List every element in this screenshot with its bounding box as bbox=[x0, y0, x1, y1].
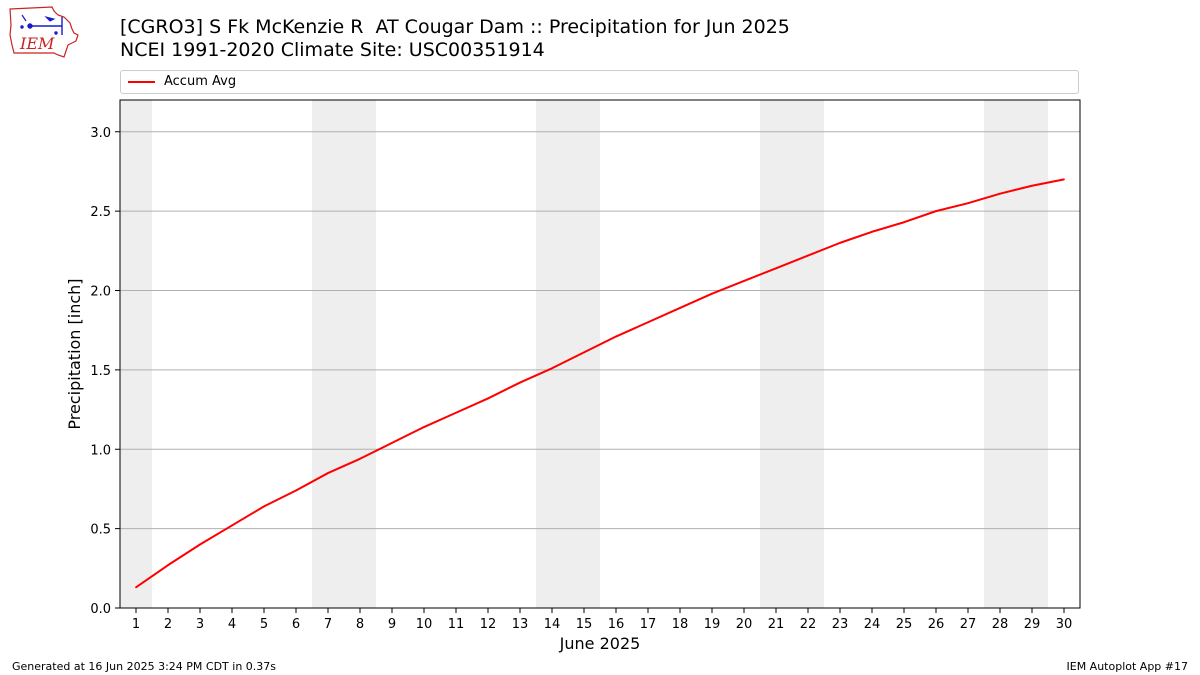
x-axis-label: June 2025 bbox=[559, 634, 641, 653]
data-point-day-27 bbox=[967, 202, 969, 205]
data-point-day-22 bbox=[807, 254, 809, 257]
data-point-day-29 bbox=[1031, 184, 1033, 187]
logo-text: IEM bbox=[19, 34, 55, 53]
chart-title-line1: [CGRO3] S Fk McKenzie R AT Cougar Dam ::… bbox=[120, 16, 790, 38]
data-point-day-23 bbox=[839, 241, 841, 244]
app-credit: IEM Autoplot App #17 bbox=[1066, 660, 1189, 673]
x-tick-label-16: 16 bbox=[608, 617, 625, 632]
x-tick-label-29: 29 bbox=[1024, 617, 1041, 632]
data-point-day-24 bbox=[871, 230, 873, 233]
x-tick-label-22: 22 bbox=[800, 617, 817, 632]
data-point-day-2 bbox=[167, 564, 169, 567]
x-tick-label-23: 23 bbox=[832, 617, 849, 632]
x-tick-label-5: 5 bbox=[260, 617, 268, 632]
data-point-day-10 bbox=[423, 426, 425, 428]
x-tick-label-9: 9 bbox=[388, 617, 396, 632]
x-tick-label-3: 3 bbox=[196, 617, 204, 632]
weekend-band-28 bbox=[984, 100, 1016, 608]
data-point-day-3 bbox=[199, 543, 201, 546]
series-layer bbox=[135, 178, 1065, 589]
y-tick-label-5: 2.5 bbox=[90, 205, 111, 220]
data-point-day-1 bbox=[135, 586, 137, 589]
x-tick-label-6: 6 bbox=[292, 617, 300, 632]
weekend-band-21 bbox=[760, 100, 792, 608]
weather-station-icon bbox=[20, 14, 63, 35]
chart-legend: Accum Avg bbox=[120, 70, 1079, 94]
x-tick-label-21: 21 bbox=[768, 617, 785, 632]
data-point-day-9 bbox=[391, 442, 393, 444]
data-point-day-30 bbox=[1063, 178, 1065, 181]
x-tick-label-13: 13 bbox=[512, 617, 529, 632]
plot-frame bbox=[119, 99, 1081, 609]
data-point-day-11 bbox=[455, 411, 457, 414]
legend-swatch-accum-avg bbox=[128, 81, 155, 83]
x-tick-label-20: 20 bbox=[736, 617, 753, 632]
y-tick-label-0: 0.0 bbox=[90, 602, 111, 617]
y-axis-ticks: 0.0 0.5 1.0 1.5 2.0 2.5 3.0 bbox=[90, 126, 120, 617]
x-tick-label-25: 25 bbox=[896, 617, 913, 632]
generated-timestamp: Generated at 16 Jun 2025 3:24 PM CDT in … bbox=[12, 660, 277, 673]
x-tick-label-4: 4 bbox=[228, 617, 236, 632]
x-tick-label-11: 11 bbox=[448, 617, 465, 632]
data-point-day-25 bbox=[903, 221, 905, 224]
x-tick-label-10: 10 bbox=[416, 617, 433, 632]
data-point-day-16 bbox=[615, 335, 617, 338]
data-point-day-18 bbox=[679, 307, 681, 309]
data-point-day-15 bbox=[583, 351, 585, 354]
x-tick-label-27: 27 bbox=[960, 617, 977, 632]
data-point-day-4 bbox=[231, 524, 233, 527]
weekend-band-7 bbox=[312, 100, 344, 608]
x-tick-label-14: 14 bbox=[544, 617, 561, 632]
data-point-day-8 bbox=[359, 457, 361, 460]
weekend-band-15 bbox=[568, 100, 600, 608]
data-point-day-19 bbox=[711, 292, 713, 295]
x-tick-label-7: 7 bbox=[324, 617, 332, 632]
weekend-band-14 bbox=[536, 100, 568, 608]
x-axis-ticks: 1 2 3 4 5 6 7 8 9 10 11 12 13 14 15 16 17 18 19 20 21 22 23 24 2… bbox=[132, 608, 1072, 632]
iem-logo: IEM bbox=[9, 6, 79, 58]
y-axis-label: Precipitation [inch] bbox=[65, 278, 84, 429]
x-tick-label-24: 24 bbox=[864, 617, 881, 632]
x-tick-label-2: 2 bbox=[164, 617, 172, 632]
data-point-day-26 bbox=[935, 210, 937, 213]
weekend-band-8 bbox=[344, 100, 376, 608]
x-tick-label-12: 12 bbox=[480, 617, 497, 632]
y-tick-label-2: 1.0 bbox=[90, 443, 111, 458]
chart-title-line2: NCEI 1991-2020 Climate Site: USC00351914 bbox=[120, 39, 545, 61]
weekend-band-22 bbox=[792, 100, 824, 608]
data-point-day-13 bbox=[519, 381, 521, 384]
data-point-day-28 bbox=[999, 192, 1001, 195]
data-point-day-12 bbox=[487, 397, 489, 400]
y-tick-label-4: 2.0 bbox=[90, 285, 111, 300]
x-tick-label-15: 15 bbox=[576, 617, 593, 632]
data-point-day-20 bbox=[743, 280, 745, 282]
y-tick-label-6: 3.0 bbox=[90, 126, 111, 141]
data-point-day-14 bbox=[551, 367, 553, 370]
data-point-day-17 bbox=[647, 321, 649, 324]
weekend-band-29 bbox=[1016, 100, 1048, 608]
y-tick-label-1: 0.5 bbox=[90, 523, 111, 538]
x-tick-label-1: 1 bbox=[132, 617, 140, 632]
x-tick-label-28: 28 bbox=[992, 617, 1009, 632]
y-gridlines bbox=[120, 131, 1080, 609]
data-point-day-5 bbox=[263, 505, 265, 508]
x-tick-label-26: 26 bbox=[928, 617, 945, 632]
weekend-bands bbox=[120, 100, 1048, 608]
series-line-accum-avg bbox=[135, 178, 1065, 589]
x-tick-label-17: 17 bbox=[640, 617, 657, 632]
y-tick-label-3: 1.5 bbox=[90, 364, 111, 379]
legend-label-accum-avg: Accum Avg bbox=[164, 74, 237, 89]
x-tick-label-8: 8 bbox=[356, 617, 364, 632]
data-point-day-6 bbox=[295, 489, 297, 492]
data-point-day-7 bbox=[327, 472, 329, 474]
weekend-band-1 bbox=[120, 100, 152, 608]
data-point-day-21 bbox=[775, 267, 777, 270]
x-tick-label-19: 19 bbox=[704, 617, 721, 632]
x-tick-label-18: 18 bbox=[672, 617, 689, 632]
x-tick-label-30: 30 bbox=[1056, 617, 1073, 632]
